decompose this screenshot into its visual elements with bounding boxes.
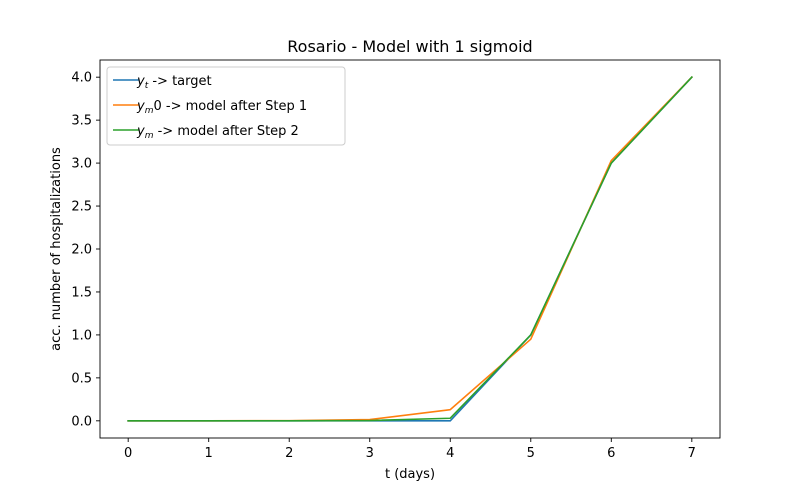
y-tick-label: 3.0 <box>71 157 92 172</box>
legend-box <box>106 66 346 146</box>
legend-entry-1: ym0 -> model after Step 1 <box>136 99 307 116</box>
legend: yt -> target ym0 -> model after Step 1 ym … <box>106 66 346 146</box>
x-tick-label: 5 <box>527 446 535 461</box>
x-tick-label: 4 <box>446 446 454 461</box>
x-tick-label: 6 <box>607 446 615 461</box>
x-tick-label: 2 <box>285 446 293 461</box>
plot-area: 0 1 2 3 4 5 6 7 0.0 0.5 1.0 1.5 2.0 2.5 3.0 3.5 4.0 yt ->… <box>71 59 721 461</box>
y-tick-label: 2.5 <box>71 200 92 215</box>
y-tick-label: 0.5 <box>71 371 92 386</box>
y-tick-label: 1.0 <box>71 328 92 343</box>
x-tick-label: 7 <box>688 446 696 461</box>
y-tick-label: 1.5 <box>71 285 92 300</box>
legend-entry-2: ym -> model after Step 2 <box>136 124 299 141</box>
x-axis-label: t (days) <box>385 467 435 482</box>
chart-title: Rosario - Model with 1 sigmoid <box>287 37 532 56</box>
series-line-2 <box>127 76 693 422</box>
y-tick-label: 4.0 <box>71 71 92 86</box>
legend-entry-0: yt -> target <box>136 74 212 91</box>
y-tick-label: 2.0 <box>71 243 92 258</box>
y-tick-label: 3.5 <box>71 114 92 129</box>
y-tick-label: 0.0 <box>71 414 92 429</box>
x-tick-label: 1 <box>205 446 213 461</box>
x-tick-label: 0 <box>124 446 132 461</box>
y-axis-label: acc. number of hospitalizations <box>49 147 64 351</box>
x-tick-label: 3 <box>366 446 374 461</box>
